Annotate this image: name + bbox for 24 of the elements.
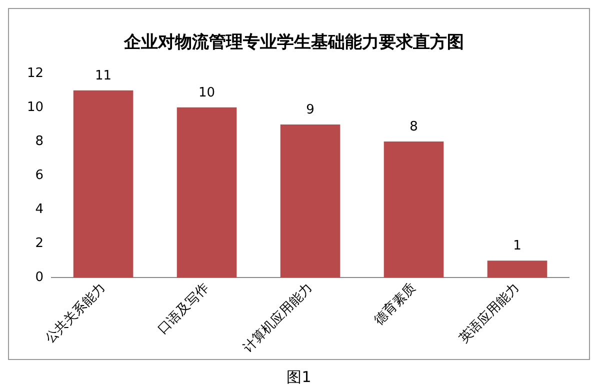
bar bbox=[384, 141, 444, 278]
chart-title: 企业对物流管理专业学生基础能力要求直方图 bbox=[123, 32, 464, 53]
bar bbox=[176, 107, 237, 278]
data-label: 8 bbox=[410, 119, 418, 134]
y-tick-label: 6 bbox=[35, 168, 44, 183]
bar bbox=[280, 124, 340, 278]
x-tick-label: 口语及写作 bbox=[155, 280, 212, 338]
caption: 图1 bbox=[286, 368, 312, 387]
x-tick-label: 德育素质 bbox=[370, 280, 419, 328]
y-tick-label: 0 bbox=[35, 270, 44, 285]
data-label: 1 bbox=[513, 238, 522, 254]
y-tick-label: 12 bbox=[26, 66, 44, 81]
y-tick-label: 10 bbox=[26, 100, 44, 115]
x-tick-label: 英语应用能力 bbox=[456, 280, 522, 347]
x-tick-label: 计算机应用能力 bbox=[240, 280, 316, 356]
x-tick-label: 公共关系能力 bbox=[42, 280, 109, 347]
y-tick-label: 2 bbox=[35, 236, 44, 251]
y-tick-label: 8 bbox=[35, 134, 44, 149]
data-label: 9 bbox=[306, 102, 314, 118]
data-label: 10 bbox=[198, 85, 216, 100]
data-label: 11 bbox=[95, 68, 112, 84]
bar bbox=[487, 260, 548, 278]
y-tick-label: 4 bbox=[35, 202, 44, 217]
bar bbox=[73, 90, 134, 278]
